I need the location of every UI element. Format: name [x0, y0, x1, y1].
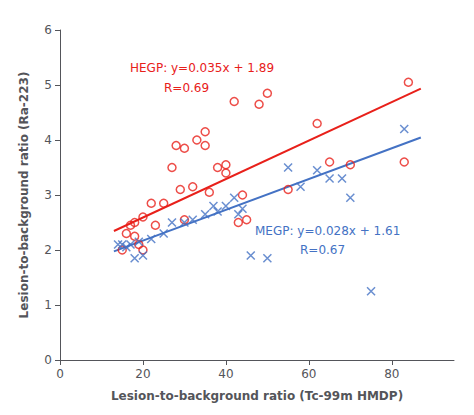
svg-text:6: 6 — [44, 23, 52, 37]
svg-text:4: 4 — [44, 133, 52, 147]
svg-text:0: 0 — [44, 353, 52, 367]
svg-text:HEGP: y=0.035x + 1.89: HEGP: y=0.035x + 1.89 — [130, 61, 274, 75]
svg-text:MEGP: y=0.028x + 1.61: MEGP: y=0.028x + 1.61 — [255, 224, 400, 238]
svg-text:60: 60 — [301, 367, 316, 381]
svg-text:80: 80 — [384, 367, 399, 381]
svg-text:Lesion-to-background ratio (Tc: Lesion-to-background ratio (Tc-99m HMDP) — [111, 389, 403, 403]
svg-text:Lesion-to-background ratio (Ra: Lesion-to-background ratio (Ra-223) — [17, 72, 31, 319]
svg-text:R=0.69: R=0.69 — [164, 81, 209, 95]
svg-text:3: 3 — [44, 188, 52, 202]
svg-text:20: 20 — [135, 367, 150, 381]
svg-text:2: 2 — [44, 243, 52, 257]
svg-text:1: 1 — [44, 298, 52, 312]
svg-text:40: 40 — [218, 367, 233, 381]
svg-text:R=0.67: R=0.67 — [300, 243, 345, 257]
svg-text:5: 5 — [44, 78, 52, 92]
svg-text:0: 0 — [56, 367, 64, 381]
